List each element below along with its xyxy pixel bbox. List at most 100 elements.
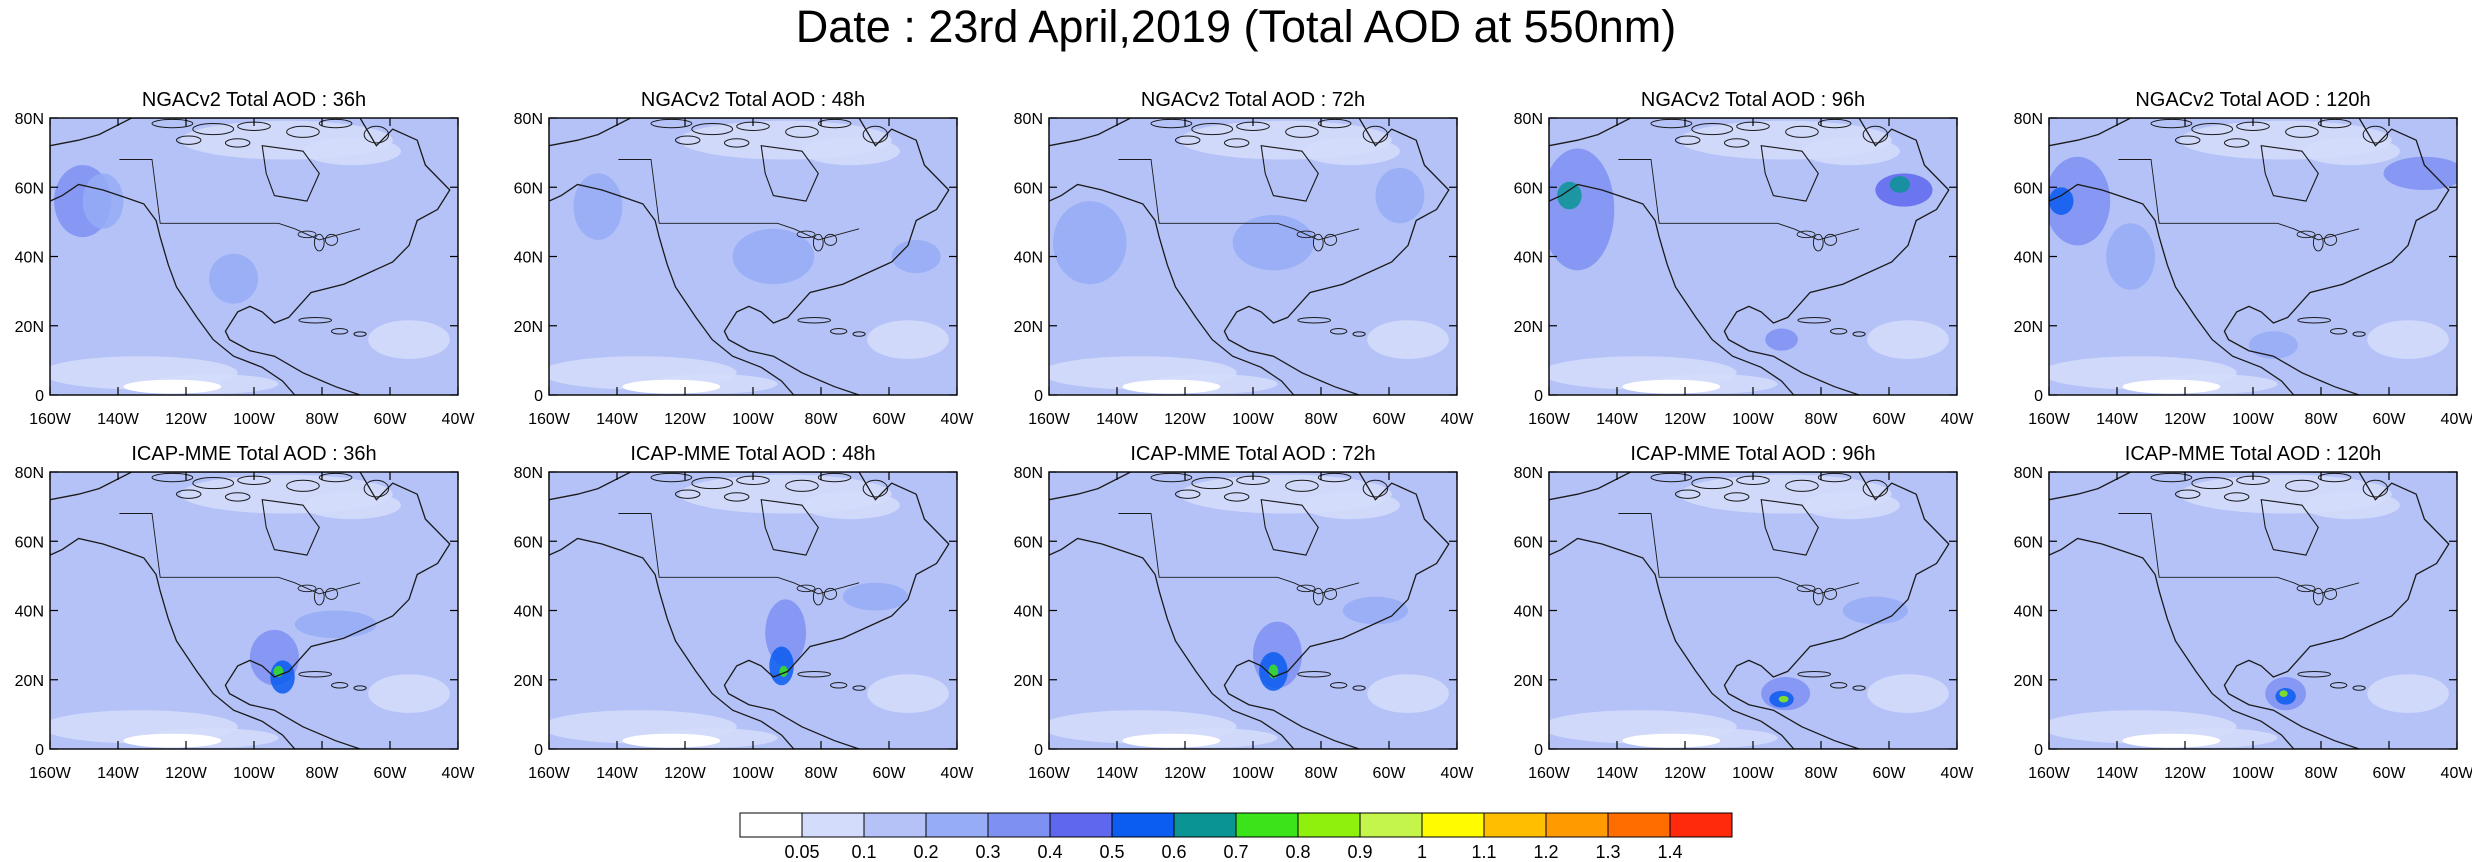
- lake: [1823, 233, 1838, 246]
- colorbar-swatch: [1545, 812, 1609, 838]
- coastline: [1049, 118, 1450, 395]
- y-tick-label: 80N: [1514, 111, 1543, 128]
- x-tick-label: 100W: [1232, 411, 1275, 428]
- x-tick-label: 60W: [374, 765, 408, 782]
- lake: [313, 233, 325, 252]
- x-tick-label: 160W: [1028, 765, 1071, 782]
- low-aod-area: [622, 379, 721, 394]
- x-tick-label: 60W: [873, 765, 907, 782]
- colorbar-swatch: [1111, 812, 1175, 838]
- island: [298, 316, 333, 324]
- island: [1297, 316, 1332, 324]
- island: [363, 479, 390, 498]
- y-tick-label: 40N: [1514, 250, 1543, 267]
- low-aod-area: [867, 674, 949, 713]
- island: [224, 138, 251, 148]
- border-line: [618, 513, 860, 595]
- x-tick-label: 100W: [1232, 765, 1275, 782]
- island: [1362, 125, 1389, 144]
- x-tick-label: 160W: [2028, 765, 2071, 782]
- x-tick-label: 140W: [596, 411, 639, 428]
- border-line: [119, 159, 361, 241]
- aod-hotspot: [1889, 176, 1911, 193]
- border-line: [1118, 159, 1360, 241]
- island: [691, 477, 734, 490]
- x-tick-label: 120W: [165, 765, 208, 782]
- y-tick-label: 40N: [1014, 604, 1043, 621]
- panel-title: NGACv2 Total AOD : 72h: [1141, 89, 1365, 111]
- border-line: [1618, 159, 1860, 241]
- y-tick-label: 20N: [514, 673, 543, 690]
- aod-hotspot: [1778, 695, 1789, 703]
- panel-title: NGACv2 Total AOD : 48h: [641, 89, 865, 111]
- colorbar-label: 0.3: [975, 842, 1000, 862]
- colorbar-swatch: [739, 812, 803, 838]
- island: [2174, 489, 2201, 499]
- map-panel: ICAP-MME Total AOD : 96h 80N 60N 40N 20N 0 160…: [1514, 443, 1975, 782]
- colorbar-label: 0.2: [913, 842, 938, 862]
- colorbar-label: 1.3: [1595, 842, 1620, 862]
- lake: [812, 233, 824, 252]
- coastline: [1549, 118, 1950, 395]
- island: [2191, 123, 2234, 136]
- y-tick-label: 60N: [1014, 180, 1043, 197]
- lake: [1323, 233, 1338, 246]
- y-tick-label: 60N: [15, 180, 44, 197]
- lake: [796, 230, 816, 239]
- lake: [324, 233, 339, 246]
- island: [2352, 685, 2366, 691]
- colorbar-label: 0.7: [1223, 842, 1248, 862]
- x-tick-label: 140W: [97, 411, 140, 428]
- lake: [796, 584, 816, 593]
- island: [2297, 670, 2332, 678]
- lake: [1323, 587, 1338, 600]
- island: [2362, 479, 2389, 498]
- y-tick-label: 80N: [15, 111, 44, 128]
- x-tick-label: 160W: [29, 411, 72, 428]
- x-tick-label: 100W: [2232, 411, 2275, 428]
- y-tick-label: 60N: [514, 534, 543, 551]
- x-tick-label: 40W: [1941, 765, 1975, 782]
- island: [1817, 472, 1852, 483]
- lake: [823, 587, 838, 600]
- island: [192, 123, 235, 136]
- colorbar-swatch: [1483, 812, 1547, 838]
- lake: [1296, 230, 1316, 239]
- aod-field: [549, 118, 957, 395]
- island: [830, 682, 848, 689]
- map-panel: ICAP-MME Total AOD : 36h 80N 60N 40N 20N 0 160…: [15, 443, 476, 782]
- colorbar-label: 0.5: [1099, 842, 1124, 862]
- island: [1330, 682, 1348, 689]
- island: [797, 670, 832, 678]
- island: [1352, 685, 1366, 691]
- y-tick-label: 80N: [514, 111, 543, 128]
- y-tick-label: 0: [1034, 742, 1043, 759]
- island: [1830, 682, 1848, 689]
- island: [1691, 123, 1734, 136]
- border-line: [2118, 513, 2360, 595]
- island: [286, 479, 320, 492]
- lake: [2312, 233, 2324, 252]
- x-tick-label: 80W: [805, 765, 839, 782]
- island: [830, 328, 848, 335]
- y-tick-label: 0: [534, 388, 543, 405]
- x-tick-label: 120W: [1664, 765, 1707, 782]
- island: [1674, 135, 1701, 145]
- island: [331, 682, 349, 689]
- x-tick-label: 120W: [664, 765, 707, 782]
- x-tick-label: 140W: [1096, 765, 1139, 782]
- panel-title: ICAP-MME Total AOD : 36h: [131, 443, 376, 465]
- x-tick-label: 140W: [1596, 411, 1639, 428]
- x-tick-label: 80W: [1305, 411, 1339, 428]
- y-tick-label: 80N: [1014, 465, 1043, 482]
- y-tick-label: 20N: [514, 319, 543, 336]
- border-line: [618, 159, 860, 241]
- island: [1723, 492, 1750, 502]
- island: [1862, 479, 1889, 498]
- y-tick-label: 60N: [514, 180, 543, 197]
- y-tick-label: 80N: [1014, 111, 1043, 128]
- island: [1830, 328, 1848, 335]
- colorbar-swatch: [925, 812, 989, 838]
- island: [151, 118, 194, 129]
- low-aod-area: [1122, 733, 1221, 748]
